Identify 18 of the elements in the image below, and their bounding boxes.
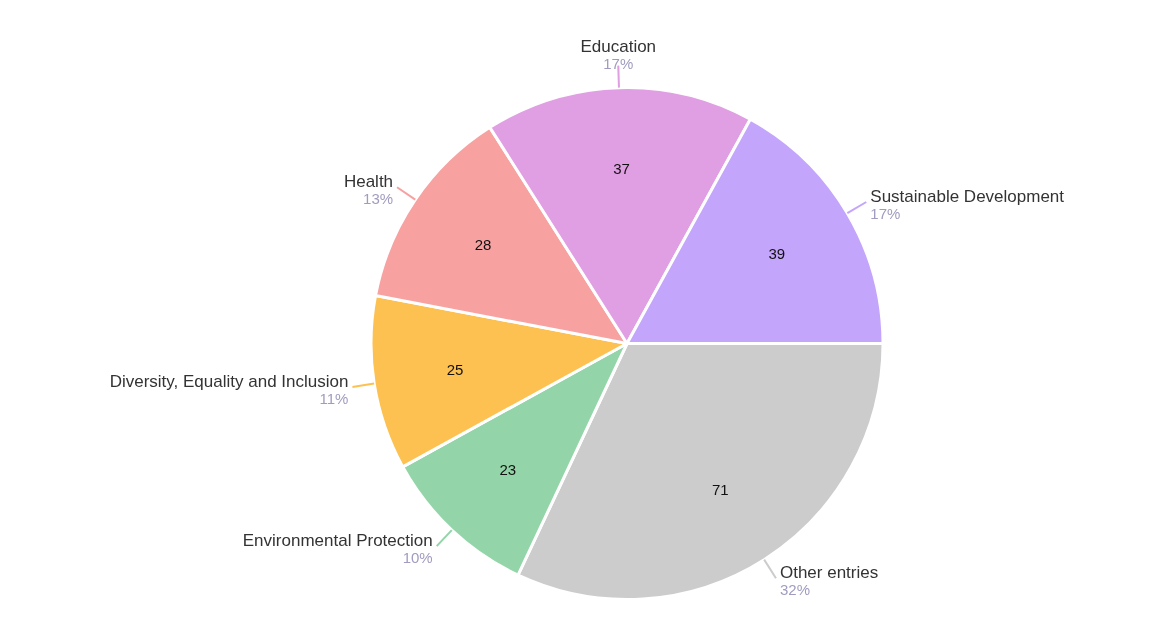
data-label: 17% xyxy=(870,204,901,222)
text: 39 xyxy=(768,245,786,263)
text: 25 xyxy=(446,360,464,378)
data-label: 13% xyxy=(363,190,394,208)
slice-label: Education xyxy=(580,36,657,56)
text: 23 xyxy=(499,460,517,478)
text: 37 xyxy=(613,159,630,177)
text: 28 xyxy=(474,235,492,253)
data-label: 17% xyxy=(603,54,634,72)
slice-label: Health xyxy=(343,172,394,192)
data-label: 32% xyxy=(779,581,810,599)
data-label: 11% xyxy=(319,389,349,407)
slice-label: Diversity, Equality and Inclusion xyxy=(109,371,349,391)
slice-label: Other entries xyxy=(779,563,879,583)
slice-label: Sustainable Development xyxy=(870,186,1065,206)
data-label: 10% xyxy=(402,549,433,567)
slice-label: Environmental Protection xyxy=(242,531,433,551)
text: 71 xyxy=(711,480,729,498)
